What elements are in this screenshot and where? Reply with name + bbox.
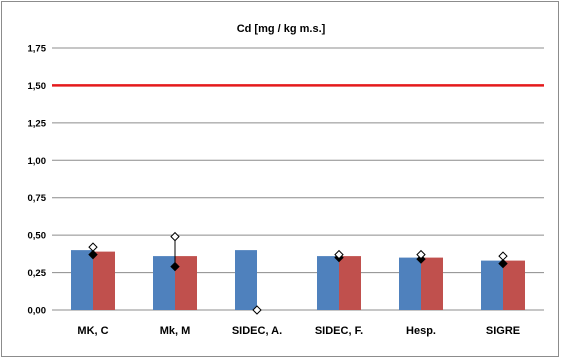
filled-diamond-marker — [498, 258, 508, 269]
bars — [71, 250, 525, 310]
bar — [175, 256, 197, 310]
y-tick-label: 1,75 — [28, 44, 47, 55]
bar — [339, 256, 361, 310]
x-tick-label: Hesp. — [406, 325, 436, 337]
open-diamond-marker — [498, 251, 508, 261]
bar — [71, 250, 93, 310]
gridlines — [52, 47, 544, 311]
bar — [503, 260, 525, 310]
open-diamond-marker — [334, 249, 344, 260]
bar — [153, 256, 175, 310]
y-tick-label: 0,75 — [28, 193, 47, 204]
x-tick-label: Mk, M — [160, 325, 191, 337]
y-tick-label: 0,50 — [28, 231, 47, 242]
x-tick-label: SIGRE — [486, 325, 520, 337]
y-tick-label: 0,00 — [28, 306, 47, 317]
y-tick-label: 1,50 — [28, 81, 47, 92]
x-tick-label: SIDEC, A. — [232, 325, 282, 337]
bar — [421, 257, 443, 310]
y-tick-label: 1,25 — [28, 118, 47, 129]
filled-diamond-marker — [88, 249, 98, 260]
filled-diamond-marker — [170, 261, 180, 272]
chart-title: Cd [mg / kg m.s.] — [237, 23, 326, 35]
markers — [88, 231, 508, 315]
open-diamond-marker — [252, 305, 262, 315]
bar — [93, 251, 115, 310]
x-tick-label: MK, C — [77, 325, 108, 337]
open-diamond-marker — [170, 231, 180, 242]
x-tick-labels: MK, C Mk, M SIDEC, A. SIDEC, F. Hesp. SIGRE — [77, 325, 520, 337]
y-tick-label: 1,00 — [28, 156, 47, 167]
y-tick-labels: 0,00 0,25 0,50 0,75 1,00 1,25 1,50 1,75 — [28, 44, 47, 317]
x-tick-label: SIDEC, F. — [315, 325, 363, 337]
bar-chart: Cd [mg / kg m.s.] 0,00 0,25 0,50 0,75 1,00 1,… — [28, 23, 544, 337]
open-diamond-marker — [88, 242, 98, 252]
bar — [481, 260, 503, 310]
bar — [399, 257, 421, 310]
bar — [235, 250, 257, 310]
y-tick-label: 0,25 — [28, 268, 47, 279]
bar — [317, 256, 339, 310]
open-diamond-marker — [416, 249, 426, 260]
